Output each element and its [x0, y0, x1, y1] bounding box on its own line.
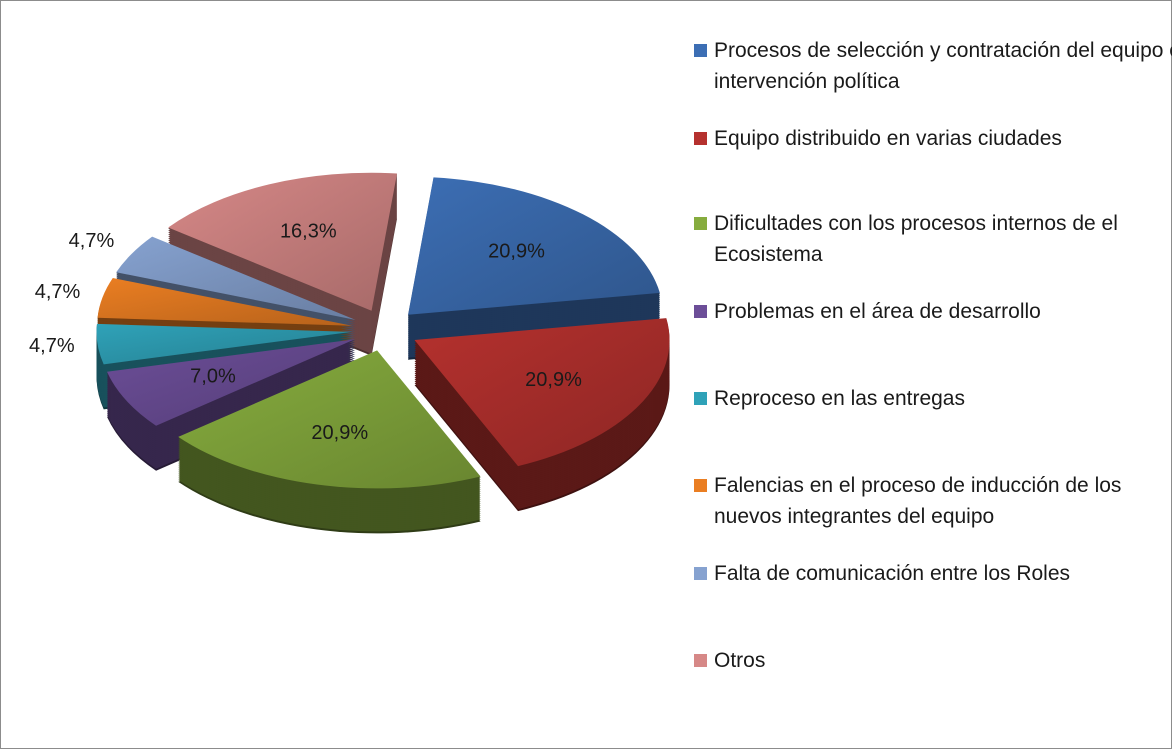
slice	[97, 278, 353, 326]
legend-label: Falencias en el proceso de inducción de …	[714, 474, 1122, 528]
legend-label: Falta de comunicación entre los Roles	[714, 562, 1071, 585]
data-label: 16,3%	[280, 221, 337, 243]
slice	[107, 339, 355, 426]
slice	[414, 318, 670, 467]
legend-swatch	[694, 217, 707, 230]
legend-label: Equipo distribuido en varias ciudades	[714, 127, 1062, 150]
slice	[116, 236, 356, 320]
data-label: 20,9%	[525, 369, 582, 391]
legend-label: Procesos de selección y contratación del…	[714, 39, 1172, 93]
data-label: 7,0%	[190, 365, 236, 387]
legend-entry: Otros	[692, 645, 1172, 676]
legend-swatch	[694, 132, 707, 145]
data-label: 4,7%	[35, 281, 81, 303]
data-label: 4,7%	[29, 335, 75, 357]
legend-entry: Falta de comunicación entre los Roles	[692, 558, 1172, 589]
legend-label: Dificultades con los procesos internos d…	[714, 212, 1118, 266]
legend-entry: Equipo distribuido en varias ciudades	[692, 123, 1172, 154]
data-label: 4,7%	[69, 230, 115, 252]
legend-entry: Falencias en el proceso de inducción de …	[692, 470, 1172, 532]
legend-label: Otros	[714, 649, 766, 672]
legend-entry: Reproceso en las entregas	[692, 383, 1172, 414]
legend-swatch	[694, 392, 707, 405]
slice	[168, 172, 398, 311]
legend-swatch	[694, 305, 707, 318]
legend-swatch	[694, 44, 707, 57]
legend-entry: Problemas en el área de desarrollo	[692, 296, 1172, 327]
data-label: 20,9%	[488, 241, 545, 263]
slice	[96, 323, 352, 365]
data-label: 20,9%	[311, 422, 368, 444]
legend-entry: Dificultades con los procesos internos d…	[692, 208, 1172, 270]
slice	[178, 350, 481, 489]
legend-swatch	[694, 479, 707, 492]
legend-swatch	[694, 654, 707, 667]
slice	[408, 177, 660, 315]
legend-label: Problemas en el área de desarrollo	[714, 300, 1041, 323]
legend-entry: Procesos de selección y contratación del…	[692, 35, 1172, 97]
legend-swatch	[694, 567, 707, 580]
legend-label: Reproceso en las entregas	[714, 387, 965, 410]
